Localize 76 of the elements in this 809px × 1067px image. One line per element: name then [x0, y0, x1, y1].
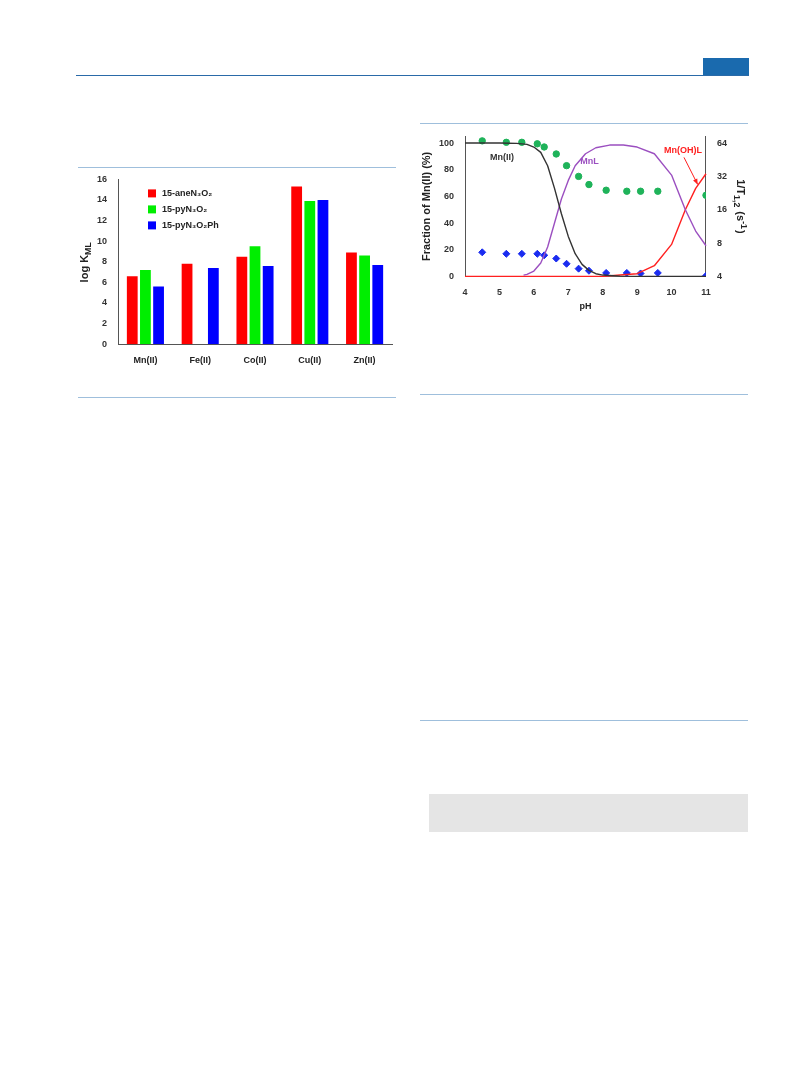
x-tick-label: 6 [531, 287, 537, 298]
point [552, 150, 560, 158]
point [562, 259, 571, 268]
bar [207, 267, 219, 345]
x-tick-label: Fe(II) [189, 355, 211, 366]
x-tick-label: 7 [565, 287, 571, 298]
point [540, 143, 548, 151]
x-tick-label: 9 [634, 287, 640, 298]
point [585, 180, 593, 189]
bar [126, 276, 138, 345]
point [502, 249, 511, 258]
y-tick-label: 60 [444, 190, 455, 201]
text: Mn(OH)L [663, 144, 703, 155]
point [478, 248, 487, 257]
y-tick-label: 0 [102, 338, 108, 349]
point [562, 161, 571, 170]
y-tick-label: 14 [97, 194, 108, 205]
point [533, 249, 542, 258]
x-axis-title: pH [579, 301, 592, 312]
y-axis-title: log KML [78, 241, 93, 283]
y-tick-label: 80 [444, 164, 455, 175]
y-tick-label: 8 [102, 256, 108, 267]
legend-label: 15-pyN₃O₂Ph [162, 219, 219, 230]
bar [262, 265, 274, 345]
y2-tick-label: 4 [716, 270, 722, 281]
bar [372, 264, 384, 345]
x-tick-label: Mn(II) [133, 355, 158, 366]
y2-tick-label: 8 [716, 237, 722, 248]
y2-tick-label: 64 [716, 137, 727, 148]
bar [236, 256, 248, 345]
y-tick-label: 16 [97, 173, 108, 184]
y-tick-label: 20 [444, 244, 455, 255]
legend-label: 15-aneN₃O₂ [162, 187, 213, 198]
point [636, 187, 645, 195]
x-tick-label: 4 [462, 287, 468, 298]
series-label: Mn(II) [490, 151, 515, 162]
point [654, 187, 662, 195]
y2-axis-title: 1/T1,2 (s-1) [732, 179, 750, 234]
y-axis-title: Fraction of Mn(II) (%) [420, 151, 433, 262]
point [653, 268, 662, 277]
y-tick-label: 12 [97, 215, 108, 226]
y-tick-label: 2 [102, 318, 108, 329]
x-tick-label: Co(II) [243, 355, 267, 366]
bar [140, 270, 151, 345]
bar [181, 263, 193, 345]
bar [291, 186, 303, 345]
x-tick-label: Cu(II) [298, 355, 322, 366]
point [623, 187, 631, 195]
y-tick-label: 40 [444, 217, 455, 228]
x-tick-label: 11 [701, 287, 711, 298]
x-tick-label: 8 [600, 287, 606, 298]
bar [304, 201, 316, 345]
point [602, 186, 610, 194]
y-tick-label: 6 [102, 276, 108, 287]
bar [359, 255, 370, 345]
x-tick-label: 5 [496, 287, 502, 298]
bar [346, 252, 357, 345]
series-label: MnL [580, 155, 600, 166]
y-tick-label: 10 [97, 235, 108, 246]
bar [153, 286, 164, 345]
point [517, 249, 526, 258]
bar [317, 200, 329, 345]
point [574, 264, 583, 273]
bar [249, 246, 261, 345]
y-tick-label: 0 [449, 270, 455, 281]
point [552, 254, 561, 263]
y2-tick-label: 32 [716, 170, 727, 181]
point [574, 172, 583, 181]
x-tick-label: 10 [666, 287, 677, 298]
y2-tick-label: 16 [716, 204, 727, 215]
y-tick-label: 100 [438, 137, 455, 148]
point [533, 140, 542, 148]
legend-label: 15-pyN₃O₂ [162, 203, 208, 214]
y-tick-label: 4 [102, 297, 108, 308]
point [602, 268, 611, 277]
x-tick-label: Zn(II) [353, 355, 376, 366]
